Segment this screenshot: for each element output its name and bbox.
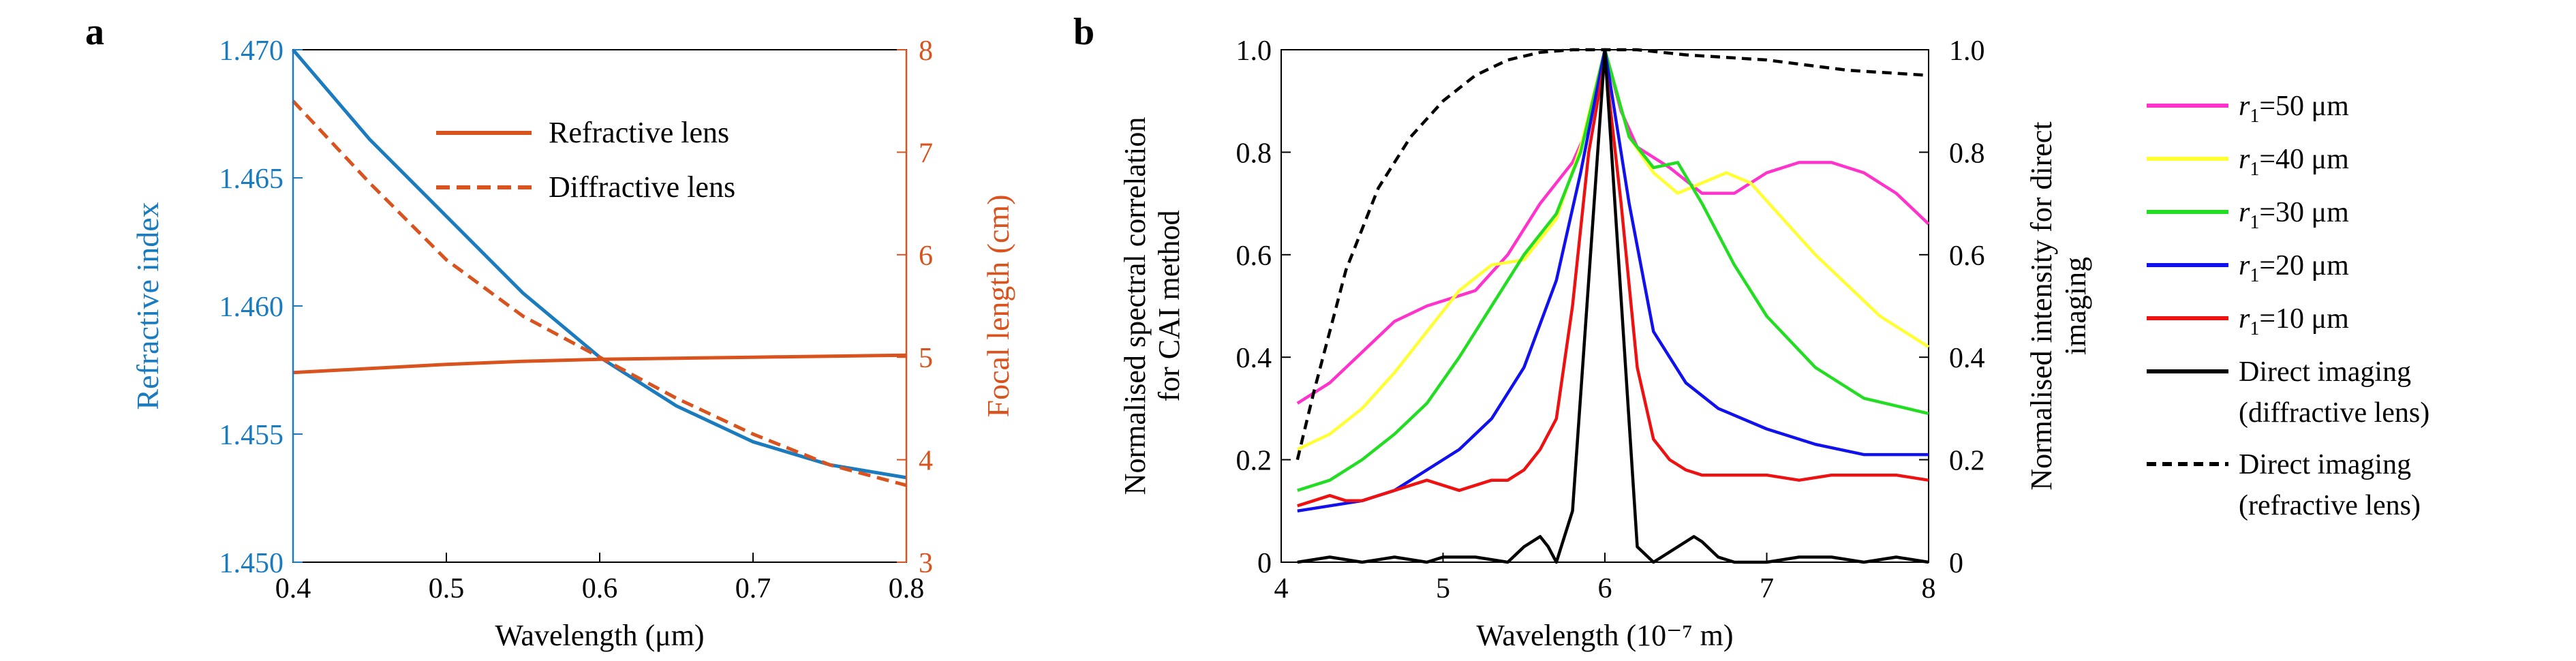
panel-b-series-r1-30-m	[1297, 48, 1929, 492]
panel-b-ticks: 4 5 6 7 800.20.40.60.81.000.20.40.60.81.0	[1236, 35, 1985, 604]
panel-b-ytick-left-label: 0.4	[1236, 343, 1272, 374]
panel-a-series	[292, 48, 907, 487]
panel-b-legend-label: (diffractive lens)	[2239, 397, 2429, 429]
panel-a-series-left-axis-curve	[292, 48, 907, 480]
panel-b-chart: 4 5 6 7 800.20.40.60.81.000.20.40.60.81.0 Wa…	[1118, 35, 2092, 652]
panel-b-ytick-right-label: 0.4	[1949, 343, 1985, 374]
panel-a-ytick-left-label: 1.455	[219, 420, 284, 451]
panel-a-ylabel-left: Refractive index	[130, 202, 165, 410]
panel-a-ticks: 0.4 0.5 0.6 0.7 0.8 1.450 1.455 1.460 1.465 1.470…	[219, 35, 934, 604]
panel-a-ytick-left-label: 1.470	[219, 35, 284, 67]
panel-b-ytick-right-label: 0.6	[1949, 241, 1985, 272]
panel-a-series-refractive-lens	[292, 353, 907, 375]
panel-a-ytick-right-label: 5	[919, 343, 933, 374]
panel-b-legend-label: r1=10 μm	[2239, 303, 2349, 339]
panel-b-legend-label: Direct imaging	[2239, 449, 2411, 480]
panel-a-xtick-label: 0.6	[582, 573, 618, 604]
panel-a-ytick-right-label: 7	[919, 138, 933, 169]
panel-b-legend-label: (refractive lens)	[2239, 490, 2421, 521]
panel-b-ytick-right-label: 0.8	[1949, 138, 1985, 169]
panel-b-series-r1-20-m	[1297, 48, 1929, 513]
panel-b-ylabel-left-line1: Normalised spectral correlation	[1118, 117, 1152, 495]
panel-b-series-direct-imaging-diffractive-lens	[1297, 48, 1929, 564]
panel-a-ytick-left-label: 1.450	[219, 548, 284, 579]
panel-a-chart: 0.4 0.5 0.6 0.7 0.8 1.450 1.455 1.460 1.465 1.470…	[130, 35, 1015, 652]
panel-a-xtick-label: 0.7	[735, 573, 771, 604]
panel-b-xtick-label: 4	[1274, 573, 1289, 604]
panel-a-xtick-label: 0.8	[889, 573, 925, 604]
panel-b-ytick-left-label: 1.0	[1236, 35, 1272, 67]
panel-b-xtick-label: 7	[1760, 573, 1774, 604]
panel-a-ytick-right-label: 4	[919, 446, 933, 477]
panel-b-legend-label: r1=40 μm	[2239, 144, 2349, 180]
panel-b-ylabel-left-line2: for CAI method	[1152, 210, 1186, 401]
panel-b-ytick-left-label: 0.2	[1236, 446, 1272, 477]
legend-label-refractive: Refractive lens	[549, 116, 729, 149]
panel-a-ytick-right-label: 8	[919, 35, 933, 67]
panel-b-legend-label: r1=50 μm	[2239, 91, 2349, 127]
panel-b-ylabel-right-line1: Normalised intensity for direct	[2025, 121, 2058, 490]
legend-label-diffractive: Diffractive lens	[549, 170, 735, 204]
panel-a-ylabel-right: Focal length (cm)	[981, 194, 1015, 417]
panel-a-ytick-left-label: 1.465	[219, 164, 284, 195]
panel-b-xtick-label: 5	[1436, 573, 1450, 604]
panel-a-ytick-left-label: 1.460	[219, 292, 284, 323]
panel-b-ylabel-right-line2: imaging	[2059, 257, 2092, 355]
panel-a-series-diffractive-lens	[292, 99, 907, 487]
panel-label-a: a	[85, 11, 104, 53]
panel-b-series-direct-imaging-refractive-lens	[1295, 48, 1929, 461]
panel-b-ytick-left-label: 0.8	[1236, 138, 1272, 169]
panel-b-ytick-right-label: 0.2	[1949, 446, 1985, 477]
panel-a-xtick-label: 0.5	[429, 573, 465, 604]
panel-b-legend-label: r1=20 μm	[2239, 250, 2349, 286]
panel-b-xlabel: Wavelength (10⁻⁷ m)	[1476, 619, 1733, 652]
panel-a-xtick-label: 0.4	[275, 573, 311, 604]
panel-b-frame	[1281, 49, 1929, 563]
panel-a-ytick-right-label: 6	[919, 241, 933, 272]
panel-a-xlabel: Wavelength (μm)	[495, 619, 704, 652]
panel-b-ytick-right-label: 1.0	[1949, 35, 1985, 67]
panel-b-xtick-label: 6	[1598, 573, 1612, 604]
panel-b-legend: r1=50 μm r1=40 μm r1=30 μm r1=20 μm r1=10 μm…	[2147, 91, 2429, 521]
panel-b-legend-label: Direct imaging	[2239, 356, 2411, 388]
panel-b-ytick-right-label: 0	[1949, 548, 1963, 579]
panel-b-xtick-label: 8	[1922, 573, 1936, 604]
panel-b-ytick-left-label: 0.6	[1236, 241, 1272, 272]
panel-b-series	[1295, 48, 1930, 564]
panel-b-legend-label: r1=30 μm	[2239, 197, 2349, 233]
panel-b-series-r1-10-m	[1297, 58, 1929, 508]
panel-a-ytick-right-label: 3	[919, 548, 933, 579]
panel-a-legend: Refractive lens Diffractive lens	[436, 116, 735, 204]
panel-label-b: b	[1073, 11, 1094, 53]
panel-b-ytick-left-label: 0	[1257, 548, 1272, 579]
